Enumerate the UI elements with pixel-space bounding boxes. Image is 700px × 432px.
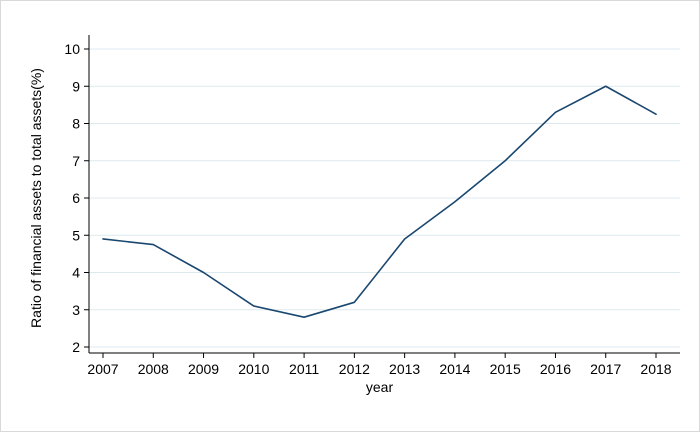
y-tick-labels: 2 3 4 5 6 7 8 9 10 <box>64 41 80 355</box>
y-tick-label: 2 <box>72 339 80 355</box>
x-tick-label: 2015 <box>490 361 521 377</box>
line-series <box>102 85 657 319</box>
x-tick-label: 2014 <box>439 361 470 377</box>
y-tick-label: 10 <box>64 41 80 57</box>
x-tick-label: 2017 <box>590 361 621 377</box>
x-tick-labels: 2007 2008 2009 2010 2011 2012 2013 2014 2015 2016… <box>87 361 671 377</box>
y-tick-label: 6 <box>72 190 80 206</box>
x-tick-label: 2007 <box>87 361 118 377</box>
y-tick-label: 9 <box>72 78 80 94</box>
x-tick-label: 2011 <box>289 361 319 377</box>
x-tick-label: 2016 <box>540 361 571 377</box>
gridlines <box>89 48 680 348</box>
y-tick-label: 4 <box>72 265 80 281</box>
x-tick-label: 2018 <box>640 361 671 377</box>
x-tick-label: 2012 <box>339 361 370 377</box>
y-axis-title: Ratio of financial assets to total asset… <box>28 68 44 328</box>
axes <box>88 35 680 354</box>
y-tick-label: 5 <box>72 227 80 243</box>
y-tick-label: 3 <box>72 302 80 318</box>
x-tick-label: 2010 <box>238 361 269 377</box>
y-tick-label: 7 <box>72 153 80 169</box>
x-axis-title: year <box>366 379 394 395</box>
x-tick-label: 2013 <box>389 361 420 377</box>
x-tick-label: 2008 <box>138 361 169 377</box>
x-tick-label: 2009 <box>188 361 219 377</box>
tick-marks <box>84 48 657 358</box>
y-tick-label: 8 <box>72 116 80 132</box>
